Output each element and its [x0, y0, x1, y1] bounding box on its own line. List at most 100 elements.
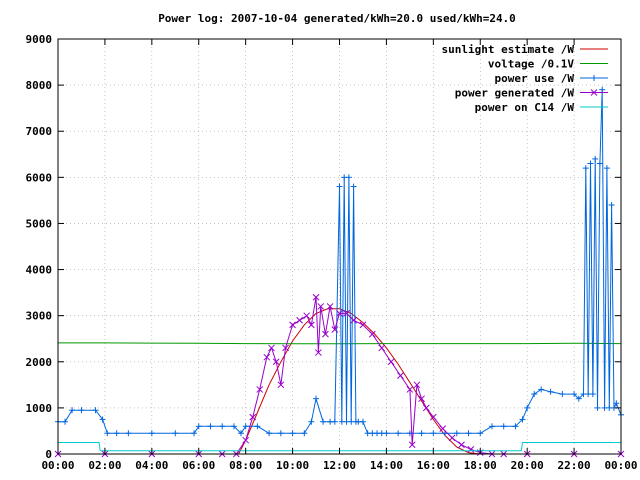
data-point	[408, 441, 416, 449]
data-point	[289, 321, 296, 329]
data-point	[289, 430, 296, 437]
data-point	[458, 441, 465, 449]
data-point	[308, 418, 315, 425]
y-tick-label: 2000	[26, 356, 53, 369]
x-tick-label: 20:00	[511, 459, 544, 472]
y-tick-label: 3000	[26, 310, 53, 323]
data-point	[477, 430, 484, 437]
data-point	[378, 344, 386, 352]
data-point	[418, 395, 425, 403]
data-point	[383, 430, 390, 437]
data-point	[336, 310, 343, 317]
y-tick-label: 7000	[26, 125, 53, 138]
data-point	[524, 404, 531, 411]
x-tick-label: 02:00	[88, 459, 121, 472]
data-point	[613, 400, 620, 407]
x-tick-label: 08:00	[229, 459, 262, 472]
data-point	[599, 86, 606, 93]
data-point	[317, 303, 325, 310]
data-point	[307, 321, 315, 329]
data-point	[315, 349, 322, 356]
data-point	[571, 391, 578, 398]
x-tick-label: 14:00	[370, 459, 403, 472]
series-line-0	[238, 308, 481, 455]
data-point	[99, 416, 106, 423]
data-point	[596, 160, 603, 167]
data-point	[266, 430, 273, 437]
data-point	[237, 430, 244, 437]
data-point	[272, 358, 280, 366]
data-point	[254, 423, 261, 430]
data-point	[172, 430, 179, 437]
y-tick-label: 5000	[26, 217, 53, 230]
data-point	[397, 372, 404, 379]
data-point	[219, 423, 226, 430]
data-point	[345, 174, 352, 181]
data-point	[422, 404, 430, 412]
data-point	[559, 391, 566, 398]
data-point	[500, 423, 507, 430]
data-point	[359, 321, 367, 329]
data-point	[125, 430, 132, 437]
data-point	[92, 407, 99, 414]
legend-label: sunlight estimate /W	[442, 43, 575, 56]
data-point	[312, 293, 320, 301]
y-tick-label: 6000	[26, 171, 53, 184]
data-point	[395, 430, 402, 437]
data-point	[148, 430, 155, 437]
x-tick-label: 00:00	[41, 459, 74, 472]
data-point	[430, 430, 437, 437]
data-point	[538, 386, 545, 393]
data-point	[331, 418, 338, 425]
legend-label: voltage /0.1V	[488, 58, 574, 71]
data-point	[249, 413, 257, 421]
data-point	[296, 316, 303, 324]
x-tick-label: 16:00	[417, 459, 450, 472]
data-point	[439, 425, 447, 432]
data-point	[301, 430, 308, 437]
data-point	[587, 160, 594, 167]
data-point	[336, 183, 343, 190]
data-point	[359, 418, 366, 425]
data-point	[277, 381, 285, 389]
data-point	[331, 326, 339, 333]
legend-label: power generated /W	[455, 87, 575, 100]
data-point	[326, 303, 334, 310]
data-point	[512, 423, 519, 430]
data-point	[582, 165, 589, 172]
data-point	[465, 430, 472, 437]
y-tick-label: 1000	[26, 402, 53, 415]
x-tick-label: 04:00	[135, 459, 168, 472]
series-layer	[54, 86, 625, 458]
data-point	[589, 391, 596, 398]
x-tick-label: 06:00	[182, 459, 215, 472]
data-point	[547, 388, 554, 395]
data-point	[191, 430, 198, 437]
data-point	[207, 423, 214, 430]
data-point	[62, 418, 69, 425]
data-point	[575, 395, 582, 402]
legend-label: power on C14 /W	[475, 101, 575, 114]
series-line-1	[58, 342, 622, 345]
legend-marker	[590, 89, 598, 96]
y-tick-label: 9000	[26, 33, 53, 46]
data-point	[78, 407, 85, 414]
data-point	[195, 423, 202, 430]
data-point	[343, 310, 350, 317]
data-point	[448, 434, 456, 442]
data-point	[429, 413, 437, 421]
data-point	[418, 430, 425, 437]
data-point	[242, 423, 249, 430]
data-point	[488, 423, 495, 430]
chart-title: Power log: 2007-10-04 generated/kWh=20.0…	[158, 12, 516, 25]
x-tick-label: 12:00	[323, 459, 356, 472]
series-line-2	[58, 89, 622, 435]
data-point	[230, 423, 237, 430]
data-point	[277, 430, 284, 437]
y-tick-label: 0	[45, 448, 52, 461]
data-point	[256, 386, 264, 393]
axes: 00:00 02:00 04:00 06:00 08:00 10:00 12:00 14:00…	[26, 33, 638, 472]
data-point	[282, 344, 289, 352]
